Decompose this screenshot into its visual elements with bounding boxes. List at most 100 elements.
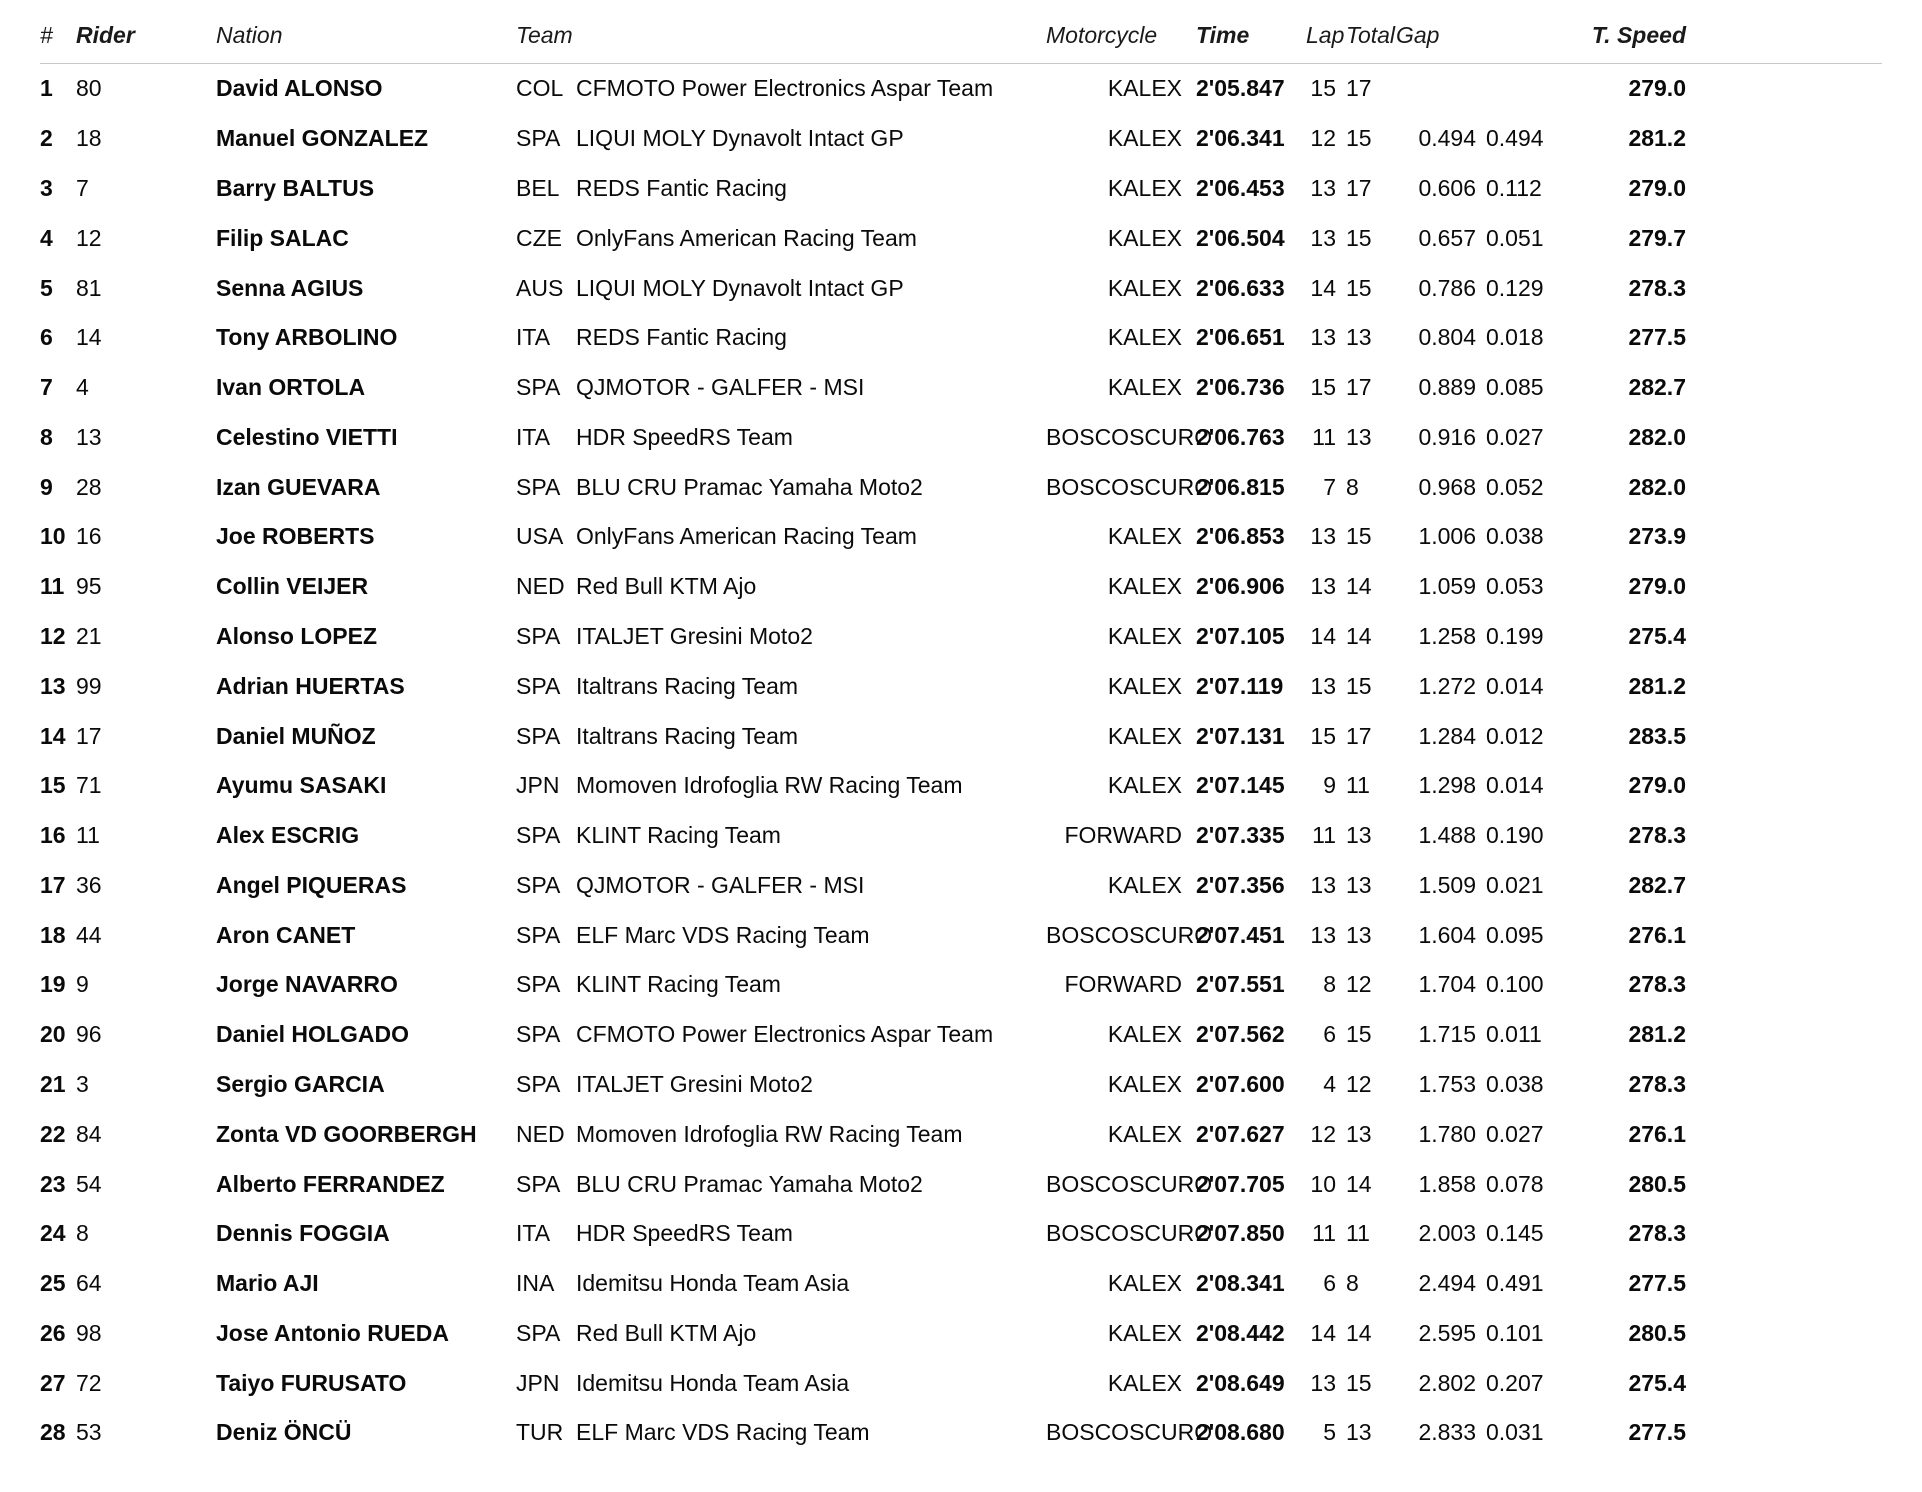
row-topspeed: 278.3: [1576, 971, 1686, 998]
row-gap-interval: 0.190: [1486, 822, 1576, 849]
row-gap: 2.494: [1396, 1270, 1486, 1297]
table-row[interactable]: 20 96 Daniel HOLGADO SPA CFMOTO Power Electr…: [40, 1010, 1882, 1060]
table-row[interactable]: 26 98 Jose Antonio RUEDA SPA Red Bull KTM Aj…: [40, 1309, 1882, 1359]
row-gap: 2.833: [1396, 1419, 1486, 1446]
row-motorcycle: KALEX: [1046, 225, 1196, 252]
row-team: REDS Fantic Racing: [576, 175, 1046, 202]
row-total: 14: [1346, 623, 1396, 650]
row-gap-interval: 0.129: [1486, 275, 1576, 302]
row-lap: 15: [1306, 374, 1346, 401]
row-time: 2'06.736: [1196, 374, 1306, 401]
row-position: 19: [40, 971, 76, 998]
row-motorcycle: BOSCOSCURO: [1046, 1220, 1196, 1247]
row-position: 23: [40, 1171, 76, 1198]
table-row[interactable]: 4 12 Filip SALAC CZE OnlyFans American Racin…: [40, 213, 1882, 263]
table-row[interactable]: 15 71 Ayumu SASAKI JPN Momoven Idrofoglia RW…: [40, 761, 1882, 811]
row-gap-interval: 0.027: [1486, 424, 1576, 451]
row-lap: 12: [1306, 125, 1346, 152]
row-position: 16: [40, 822, 76, 849]
table-row[interactable]: 22 84 Zonta VD GOORBERGH NED Momoven Idrofog…: [40, 1109, 1882, 1159]
table-row[interactable]: 5 81 Senna AGIUS AUS LIQUI MOLY Dynavolt Int…: [40, 263, 1882, 313]
header-nation: Nation: [216, 22, 516, 49]
table-row[interactable]: 10 16 Joe ROBERTS USA OnlyFans American Raci…: [40, 512, 1882, 562]
table-row[interactable]: 6 14 Tony ARBOLINO ITA REDS Fantic Racing KAL…: [40, 313, 1882, 363]
row-rider-name: Sergio GARCIA: [216, 1071, 516, 1098]
table-row[interactable]: 24 8 Dennis FOGGIA ITA HDR SpeedRS Team BOSCO…: [40, 1209, 1882, 1259]
row-topspeed: 281.2: [1576, 1021, 1686, 1048]
table-row[interactable]: 13 99 Adrian HUERTAS SPA Italtrans Racing Te…: [40, 661, 1882, 711]
row-motorcycle: BOSCOSCURO: [1046, 474, 1196, 501]
row-nation: SPA: [516, 922, 576, 949]
row-total: 15: [1346, 1021, 1396, 1048]
row-total: 11: [1346, 1220, 1396, 1247]
row-lap: 13: [1306, 324, 1346, 351]
row-time: 2'06.651: [1196, 324, 1306, 351]
row-nation: SPA: [516, 872, 576, 899]
table-row[interactable]: 3 7 Barry BALTUS BEL REDS Fantic Racing KALEX…: [40, 164, 1882, 214]
row-rider-name: Aron CANET: [216, 922, 516, 949]
row-motorcycle: KALEX: [1046, 324, 1196, 351]
row-nation: SPA: [516, 374, 576, 401]
row-nation: ITA: [516, 1220, 576, 1247]
table-row[interactable]: 28 53 Deniz ÖNCÜ TUR ELF Marc VDS Racing Tea…: [40, 1408, 1882, 1458]
header-tspeed: T. Speed: [1576, 22, 1686, 49]
table-row[interactable]: 12 21 Alonso LOPEZ SPA ITALJET Gresini Moto2…: [40, 612, 1882, 662]
row-motorcycle: KALEX: [1046, 872, 1196, 899]
row-number: 53: [76, 1419, 216, 1446]
table-row[interactable]: 14 17 Daniel MUÑOZ SPA Italtrans Racing Team…: [40, 711, 1882, 761]
table-row[interactable]: 7 4 Ivan ORTOLA SPA QJMOTOR - GALFER - MSI KA…: [40, 363, 1882, 413]
row-team: LIQUI MOLY Dynavolt Intact GP: [576, 275, 1046, 302]
row-nation: SPA: [516, 1021, 576, 1048]
table-row[interactable]: 25 64 Mario AJI INA Idemitsu Honda Team Asia…: [40, 1259, 1882, 1309]
row-number: 81: [76, 275, 216, 302]
row-team: OnlyFans American Racing Team: [576, 225, 1046, 252]
row-rider-name: Joe ROBERTS: [216, 523, 516, 550]
row-total: 15: [1346, 275, 1396, 302]
row-gap: 1.488: [1396, 822, 1486, 849]
row-total: 11: [1346, 772, 1396, 799]
table-row[interactable]: 8 13 Celestino VIETTI ITA HDR SpeedRS Team BO…: [40, 412, 1882, 462]
row-topspeed: 281.2: [1576, 673, 1686, 700]
row-position: 21: [40, 1071, 76, 1098]
row-time: 2'06.633: [1196, 275, 1306, 302]
row-team: CFMOTO Power Electronics Aspar Team: [576, 75, 1046, 102]
table-row[interactable]: 11 95 Collin VEIJER NED Red Bull KTM Ajo KALE…: [40, 562, 1882, 612]
row-rider-name: Barry BALTUS: [216, 175, 516, 202]
row-lap: 13: [1306, 1370, 1346, 1397]
table-row[interactable]: 21 3 Sergio GARCIA SPA ITALJET Gresini Moto2…: [40, 1060, 1882, 1110]
row-team: REDS Fantic Racing: [576, 324, 1046, 351]
row-rider-name: Manuel GONZALEZ: [216, 125, 516, 152]
row-time: 2'05.847: [1196, 75, 1306, 102]
row-position: 10: [40, 523, 76, 550]
row-team: QJMOTOR - GALFER - MSI: [576, 374, 1046, 401]
table-row[interactable]: 1 80 David ALONSO COL CFMOTO Power Electroni…: [40, 64, 1882, 114]
table-row[interactable]: 18 44 Aron CANET SPA ELF Marc VDS Racing Tea…: [40, 910, 1882, 960]
row-number: 12: [76, 225, 216, 252]
table-row[interactable]: 27 72 Taiyo FURUSATO JPN Idemitsu Honda Team…: [40, 1358, 1882, 1408]
row-gap-interval: 0.085: [1486, 374, 1576, 401]
row-gap: 1.858: [1396, 1171, 1486, 1198]
row-gap-interval: 0.101: [1486, 1320, 1576, 1347]
table-row[interactable]: 23 54 Alberto FERRANDEZ SPA BLU CRU Pramac Y…: [40, 1159, 1882, 1209]
table-row[interactable]: 2 18 Manuel GONZALEZ SPA LIQUI MOLY Dynavolt…: [40, 114, 1882, 164]
row-rider-name: Alonso LOPEZ: [216, 623, 516, 650]
row-lap: 14: [1306, 1320, 1346, 1347]
row-gap-interval: 0.021: [1486, 872, 1576, 899]
row-time: 2'07.356: [1196, 872, 1306, 899]
row-team: Red Bull KTM Ajo: [576, 1320, 1046, 1347]
table-row[interactable]: 9 28 Izan GUEVARA SPA BLU CRU Pramac Yamaha …: [40, 462, 1882, 512]
table-row[interactable]: 19 9 Jorge NAVARRO SPA KLINT Racing Team FORW…: [40, 960, 1882, 1010]
row-number: 13: [76, 424, 216, 451]
row-position: 7: [40, 374, 76, 401]
row-team: Momoven Idrofoglia RW Racing Team: [576, 1121, 1046, 1148]
row-time: 2'08.442: [1196, 1320, 1306, 1347]
table-row[interactable]: 17 36 Angel PIQUERAS SPA QJMOTOR - GALFER - …: [40, 861, 1882, 911]
row-position: 15: [40, 772, 76, 799]
row-topspeed: 278.3: [1576, 275, 1686, 302]
row-number: 9: [76, 971, 216, 998]
row-team: HDR SpeedRS Team: [576, 1220, 1046, 1247]
table-row[interactable]: 16 11 Alex ESCRIG SPA KLINT Racing Team FORWA…: [40, 811, 1882, 861]
row-time: 2'08.680: [1196, 1419, 1306, 1446]
row-motorcycle: KALEX: [1046, 374, 1196, 401]
row-total: 17: [1346, 175, 1396, 202]
